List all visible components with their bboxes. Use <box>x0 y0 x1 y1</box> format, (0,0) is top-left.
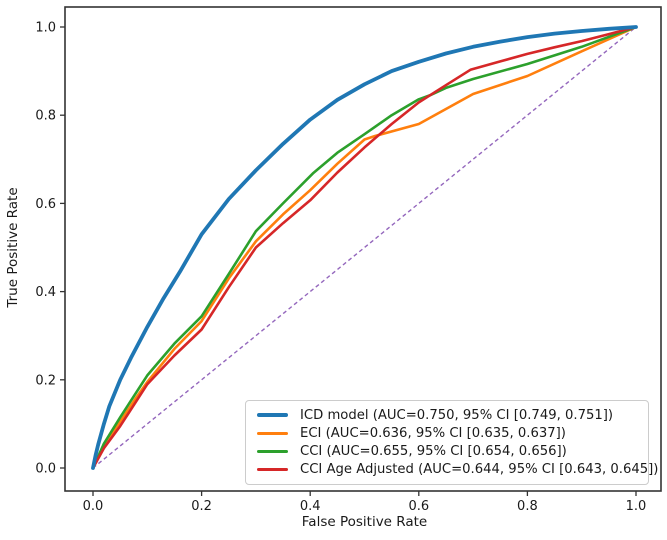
x-tick-label: 0.6 <box>408 499 429 514</box>
legend-line-swatch <box>257 431 288 435</box>
legend-item: ICD model (AUC=0.750, 95% CI [0.749, 0.7… <box>257 406 638 424</box>
chance-diagonal-line <box>92 26 637 469</box>
y-tick-label: 0.2 <box>35 373 56 388</box>
legend-line-swatch <box>257 413 288 418</box>
legend-line-swatch <box>257 468 288 472</box>
legend-item-label: ECI (AUC=0.636, 95% CI [0.635, 0.637]) <box>300 425 566 441</box>
x-tick-label: 0.0 <box>83 499 104 514</box>
x-tick-label: 0.8 <box>517 499 538 514</box>
legend-item: ECI (AUC=0.636, 95% CI [0.635, 0.637]) <box>257 424 638 442</box>
legend-line-swatch <box>257 450 288 454</box>
legend-item: CCI (AUC=0.655, 95% CI [0.654, 0.656]) <box>257 443 638 461</box>
legend-item-label: CCI Age Adjusted (AUC=0.644, 95% CI [0.6… <box>300 462 659 478</box>
x-tick-label: 0.4 <box>300 499 321 514</box>
x-axis-title: False Positive Rate <box>302 514 427 530</box>
x-tick-label: 1.0 <box>626 499 647 514</box>
legend-box: ICD model (AUC=0.750, 95% CI [0.749, 0.7… <box>245 400 658 485</box>
legend-item-label: ICD model (AUC=0.750, 95% CI [0.749, 0.7… <box>300 407 614 423</box>
y-tick-label: 0.6 <box>35 197 56 212</box>
x-tick-label: 0.2 <box>191 499 212 514</box>
series-line-eci <box>91 25 638 470</box>
series-line-icd-model <box>91 25 638 470</box>
y-tick-label: 0.8 <box>35 109 56 124</box>
legend-item: CCI Age Adjusted (AUC=0.644, 95% CI [0.6… <box>257 461 658 479</box>
y-axis-title: True Positive Rate <box>5 187 21 308</box>
y-tick-label: 1.0 <box>35 21 56 36</box>
plot-border <box>64 6 662 492</box>
y-tick-label: 0.0 <box>35 462 56 477</box>
series-line-cci-age-adjusted <box>91 25 638 470</box>
series-line-cci <box>91 25 638 470</box>
legend-item-label: CCI (AUC=0.655, 95% CI [0.654, 0.656]) <box>300 444 567 460</box>
y-tick-label: 0.4 <box>35 285 56 300</box>
